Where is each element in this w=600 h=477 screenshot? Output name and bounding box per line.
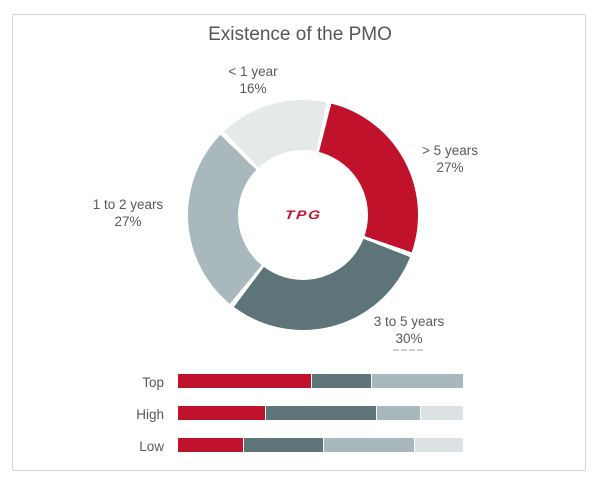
bar-row-label-low: Low [139,439,164,454]
bar-segment-3 [372,374,464,388]
slice-label: < 1 year [228,64,278,79]
bar-segment-2 [243,438,323,452]
bar-segment-1 [178,438,243,452]
bar-track-top [178,374,464,388]
donut-label-gt-5-years: > 5 years 27% [388,142,512,176]
bar-segment-4 [415,438,463,452]
slice-label: 3 to 5 years [373,314,445,329]
donut-chart: TPG [188,100,418,330]
bar-row-label-top: Top [142,375,164,390]
clipped-text-artifact [393,349,423,351]
donut-label-lt-1-year: < 1 year 16% [191,63,315,97]
slice-pct: 30% [395,331,423,346]
donut-hole: TPG [238,150,368,280]
bar-segment-1 [178,374,312,388]
slice-pct: 27% [114,214,142,229]
bar-segment-4 [420,406,463,420]
bar-segment-3 [377,406,420,420]
bar-segment-1 [178,406,266,420]
donut-label-3-to-5-years: 3 to 5 years 30% [347,313,471,347]
bar-segment-3 [323,438,415,452]
donut-label-1-to-2-years: 1 to 2 years 27% [66,196,190,230]
slice-label: > 5 years [422,143,478,158]
bar-row-label-high: High [136,407,164,422]
slice-label: 1 to 2 years [92,197,164,212]
bar-segment-2 [266,406,377,420]
slice-pct: 27% [436,160,464,175]
bar-track-high [178,406,463,420]
slice-pct: 16% [239,81,267,96]
tpg-logo: TPG [283,208,323,222]
chart-title: Existence of the PMO [208,24,392,45]
bar-track-low [178,438,463,452]
bar-segment-2 [312,374,372,388]
